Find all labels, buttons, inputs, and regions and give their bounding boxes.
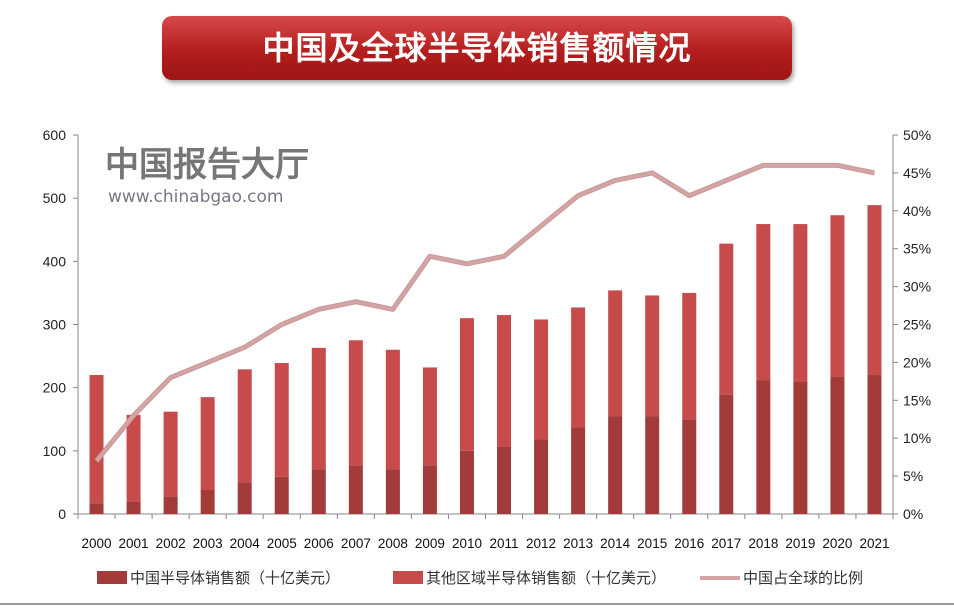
y-right-tick-label: 45% <box>903 165 931 181</box>
y-left-tick-label: 0 <box>58 506 66 522</box>
y-left-tick-label: 600 <box>43 127 67 143</box>
y-right-tick-label: 0% <box>903 506 923 522</box>
x-tick-label: 2003 <box>193 536 223 551</box>
bar-other-2016 <box>682 292 697 420</box>
x-tick-label: 2000 <box>81 536 111 551</box>
y-left-tick-label: 400 <box>43 253 67 269</box>
bar-china-2013 <box>571 427 586 514</box>
x-tick-label: 2005 <box>267 536 297 551</box>
bar-other-2011 <box>497 315 512 447</box>
bar-other-2009 <box>422 367 437 466</box>
x-tick-label: 2015 <box>637 536 667 551</box>
bar-china-2014 <box>608 416 623 514</box>
y-right-tick-label: 20% <box>903 354 931 370</box>
bar-other-2014 <box>608 290 623 417</box>
legend-swatch-other <box>393 571 423 584</box>
bar-china-2018 <box>756 380 771 514</box>
legend-swatch-china <box>97 571 127 584</box>
bar-other-2010 <box>459 318 474 451</box>
x-tick-label: 2020 <box>822 536 852 551</box>
bar-other-2015 <box>645 295 660 417</box>
x-tick-label: 2019 <box>785 536 815 551</box>
bar-china-2011 <box>497 446 512 514</box>
y-right-tick-label: 5% <box>903 468 923 484</box>
chart-title-banner: 中国及全球半导体销售额情况 <box>162 16 792 80</box>
bar-china-2009 <box>422 465 437 514</box>
bar-other-2007 <box>348 340 363 466</box>
y-right-tick-label: 10% <box>903 430 931 446</box>
y-left-tick-label: 100 <box>43 443 67 459</box>
bar-other-2019 <box>793 224 808 382</box>
x-tick-label: 2001 <box>119 536 149 551</box>
y-left-tick-label: 200 <box>43 380 67 396</box>
y-right-tick-label: 35% <box>903 241 931 257</box>
x-tick-label: 2021 <box>859 536 889 551</box>
bar-china-2015 <box>645 416 660 514</box>
bar-china-2005 <box>274 476 289 514</box>
bar-other-2005 <box>274 363 289 477</box>
y-right-tick-label: 30% <box>903 279 931 295</box>
y-left-tick-label: 500 <box>43 190 67 206</box>
bar-china-2003 <box>200 489 215 514</box>
bar-other-2000 <box>89 375 104 504</box>
y-right-tick-label: 50% <box>903 127 931 143</box>
x-tick-label: 2018 <box>748 536 778 551</box>
bar-china-2004 <box>237 482 252 514</box>
bar-china-2008 <box>385 469 400 514</box>
x-tick-label: 2016 <box>674 536 704 551</box>
bar-other-2017 <box>719 243 734 395</box>
y-right-tick-label: 25% <box>903 317 931 333</box>
x-tick-label: 2004 <box>230 536 261 551</box>
x-tick-label: 2002 <box>156 536 186 551</box>
bar-other-2012 <box>534 319 549 440</box>
bar-other-2008 <box>385 349 400 470</box>
bar-china-2000 <box>89 503 104 514</box>
x-tick-label: 2017 <box>711 536 741 551</box>
x-tick-label: 2007 <box>341 536 371 551</box>
bar-other-2002 <box>163 411 178 497</box>
x-tick-label: 2008 <box>378 536 408 551</box>
bar-china-2010 <box>459 450 474 514</box>
bar-china-2002 <box>163 496 178 514</box>
bar-china-2001 <box>126 501 141 514</box>
bar-other-2021 <box>867 205 882 376</box>
x-tick-label: 2009 <box>415 536 445 551</box>
bar-other-2004 <box>237 369 252 483</box>
bar-other-2020 <box>830 215 845 377</box>
bar-other-2006 <box>311 347 326 470</box>
x-tick-label: 2011 <box>490 536 519 551</box>
x-tick-label: 2006 <box>304 536 334 551</box>
x-tick-label: 2012 <box>526 536 556 551</box>
bar-china-2019 <box>793 381 808 514</box>
bar-china-2006 <box>311 469 326 514</box>
y-right-tick-label: 15% <box>903 392 931 408</box>
bar-other-2013 <box>571 307 586 428</box>
bar-china-2012 <box>534 439 549 514</box>
x-tick-label: 2014 <box>600 536 631 551</box>
bar-china-2017 <box>719 394 734 514</box>
bar-other-2018 <box>756 224 771 381</box>
bar-china-2020 <box>830 376 845 514</box>
bar-china-2016 <box>682 419 697 514</box>
bar-other-2003 <box>200 397 215 490</box>
y-right-tick-label: 40% <box>903 203 931 219</box>
bar-other-2001 <box>126 414 141 502</box>
legend-label-share: 中国占全球的比例 <box>743 569 863 587</box>
share-line <box>95 163 875 462</box>
watermark-logo-text: 中国报告大厅 <box>105 145 309 185</box>
legend-label-china: 中国半导体销售额（十亿美元） <box>130 569 340 587</box>
bar-china-2021 <box>867 375 882 514</box>
bar-china-2007 <box>348 465 363 514</box>
x-tick-label: 2010 <box>452 536 482 551</box>
watermark-url: www.chinabgao.com <box>108 187 283 207</box>
x-tick-label: 2013 <box>563 536 593 551</box>
legend-label-other: 其他区域半导体销售额（十亿美元） <box>426 569 666 587</box>
y-left-tick-label: 300 <box>43 317 67 333</box>
